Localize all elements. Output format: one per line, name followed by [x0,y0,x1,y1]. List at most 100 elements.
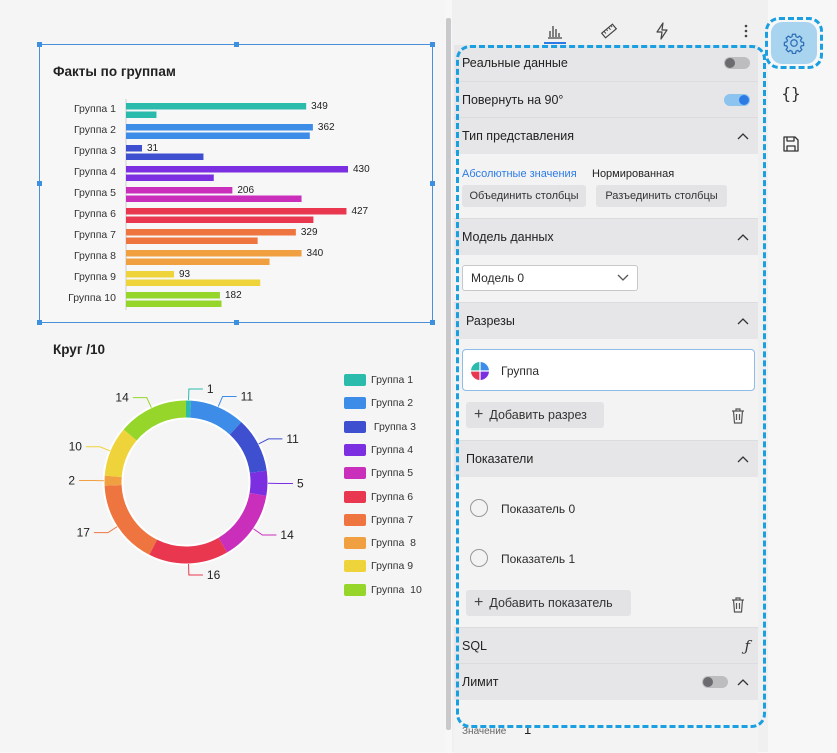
legend-item[interactable]: Группа 8 [344,536,416,550]
legend-swatch [344,560,366,572]
real-data-toggle[interactable] [724,57,750,69]
merge-columns-button[interactable]: Объединить столбцы [462,185,586,207]
bar-category-label: Группа 7 [74,229,116,241]
add-slice-button[interactable]: +Добавить разрез [466,402,604,428]
bar-primary[interactable] [126,250,302,257]
bar-secondary[interactable] [126,217,313,224]
chevron-up-icon[interactable] [736,314,750,328]
normalized-option[interactable]: Нормированная [592,168,674,180]
legend-item[interactable]: Группа 6 [344,490,413,504]
bar-primary[interactable] [126,124,313,131]
bar-primary[interactable] [126,166,348,173]
trash-icon[interactable] [731,408,745,424]
legend-item[interactable]: Группа 9 [344,559,413,573]
legend-item[interactable]: Группа 7 [344,513,413,527]
resize-handle-tr[interactable] [430,42,435,47]
code-rail-button[interactable]: {} [778,80,804,106]
legend-label: Группа 4 [371,444,413,456]
bar-category-label: Группа 6 [74,208,116,220]
lightning-tab[interactable] [647,18,677,44]
donut-value-label: 14 [280,528,294,542]
legend-item[interactable]: Группа 10 [344,583,422,597]
resize-handle-bl[interactable] [37,320,42,325]
resize-handle-tl[interactable] [37,42,42,47]
bar-primary[interactable] [126,187,232,194]
bar-primary[interactable] [126,208,346,215]
value-label: Значение [462,726,506,737]
measure-1-label[interactable]: Показатель 1 [501,552,575,566]
bar-value-label: 349 [311,101,328,112]
bar-secondary[interactable] [126,154,203,161]
bar-secondary[interactable] [126,238,258,245]
split-columns-button[interactable]: Разъединить столбцы [596,185,727,207]
legend-item[interactable]: Группа 4 [344,443,413,457]
legend-item[interactable]: Группа 3 [344,420,416,434]
legend-swatch [344,514,366,526]
model-select[interactable]: Модель 0 [462,265,638,291]
bar-primary[interactable] [126,145,142,152]
measure-0-label[interactable]: Показатель 0 [501,502,575,516]
bar-secondary[interactable] [126,175,214,182]
bar-primary[interactable] [126,229,296,236]
bar-primary[interactable] [126,292,220,299]
donut-leader-line [86,447,110,451]
donut-value-label: 1 [207,382,214,396]
trash-icon[interactable] [731,597,745,613]
save-rail-button[interactable] [778,131,804,157]
real-data-section: Реальные данные [454,45,758,81]
donut-slice[interactable] [130,409,186,435]
donut-slice[interactable] [153,545,223,555]
resize-handle-br[interactable] [430,320,435,325]
chevron-down-icon [617,274,629,282]
sql-label: SQL [462,639,487,653]
legend-item[interactable]: Группа 1 [344,373,413,387]
resize-handle-b[interactable] [234,320,239,325]
settings-rail-button[interactable] [765,17,823,69]
resize-handle-t[interactable] [234,42,239,47]
resize-handle-r[interactable] [430,181,435,186]
chevron-up-icon[interactable] [736,452,750,466]
measures-label: Показатели [466,452,533,466]
rotate-toggle[interactable] [724,94,750,106]
bar-secondary[interactable] [126,280,260,287]
chart-tab[interactable] [540,18,570,44]
measure-0-radio[interactable] [470,499,488,517]
function-icon[interactable]: ƒ [744,637,750,655]
bar-category-label: Группа 4 [74,166,116,178]
measure-1-radio[interactable] [470,549,488,567]
limit-value-input[interactable]: 1 [524,722,531,737]
bar-secondary[interactable] [126,196,302,203]
bar-secondary[interactable] [126,133,310,140]
legend-swatch [344,537,366,549]
panel-splitter[interactable] [446,18,451,730]
bar-primary[interactable] [126,103,306,110]
sql-section: SQL ƒ [454,627,758,664]
legend-item[interactable]: Группа 5 [344,466,413,480]
donut-value-label: 11 [286,432,299,446]
slice-item-group[interactable]: Группа [462,349,755,391]
donut-slice[interactable] [223,494,258,545]
absolute-values-option[interactable]: Абсолютные значения [462,168,577,180]
more-vertical-icon [744,24,748,38]
bar-secondary[interactable] [126,259,270,266]
bar-value-label: 427 [351,206,368,217]
limit-toggle[interactable] [702,676,728,688]
bar-secondary[interactable] [126,112,156,119]
add-measure-button[interactable]: +Добавить показатель [466,590,631,616]
bar-primary[interactable] [126,271,174,278]
resize-handle-l[interactable] [37,181,42,186]
ruler-tab[interactable] [594,18,624,44]
data-model-section: Модель данных Модель 0 [454,218,758,303]
bar-value-label: 430 [353,164,370,175]
more-tab[interactable] [738,18,754,44]
chevron-up-icon[interactable] [736,129,750,143]
chevron-up-icon[interactable] [736,675,750,689]
donut-slice[interactable] [258,472,259,495]
chevron-up-icon[interactable] [736,230,750,244]
legend-label: Группа 3 [371,421,416,433]
legend-item[interactable]: Группа 2 [344,396,413,410]
bar-secondary[interactable] [126,301,222,308]
legend-label: Группа 6 [371,491,413,503]
